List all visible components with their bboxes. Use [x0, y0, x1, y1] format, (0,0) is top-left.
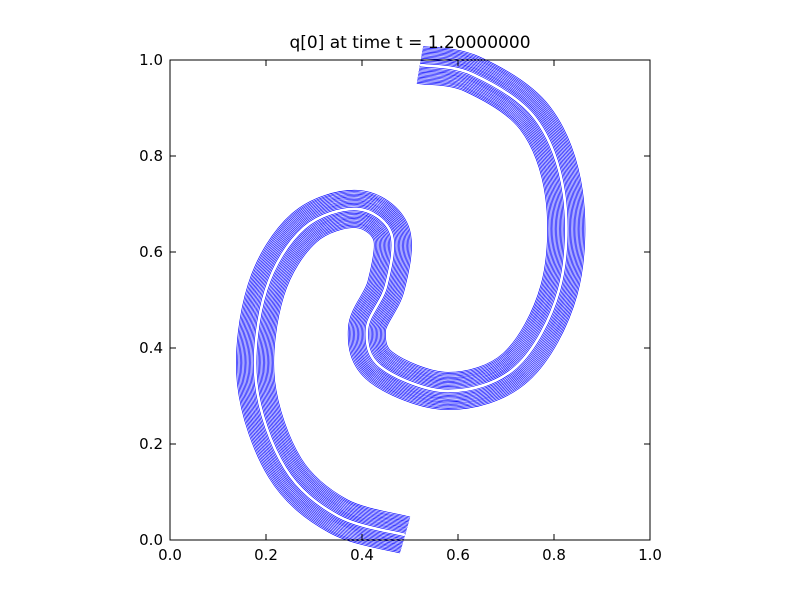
y-tick-label: 0.6 — [139, 243, 163, 261]
x-tick-label: 1.0 — [638, 546, 662, 564]
contour-gap — [253, 63, 568, 537]
y-tick-label: 1.0 — [139, 51, 163, 69]
y-tick-label: 0.4 — [139, 339, 163, 357]
y-tick-label: 0.8 — [139, 147, 163, 165]
y-tick-label: 0.2 — [139, 435, 163, 453]
x-tick-label: 0.0 — [158, 546, 182, 564]
x-tick-label: 0.4 — [350, 546, 374, 564]
chart-title: q[0] at time t = 1.20000000 — [289, 33, 530, 53]
plot-frame — [169, 59, 651, 541]
contour-group — [236, 46, 586, 554]
y-tick-label: 0.0 — [139, 531, 163, 549]
x-tick-label: 0.2 — [254, 546, 278, 564]
x-tick-label: 0.8 — [542, 546, 566, 564]
x-tick-label: 0.6 — [446, 546, 470, 564]
